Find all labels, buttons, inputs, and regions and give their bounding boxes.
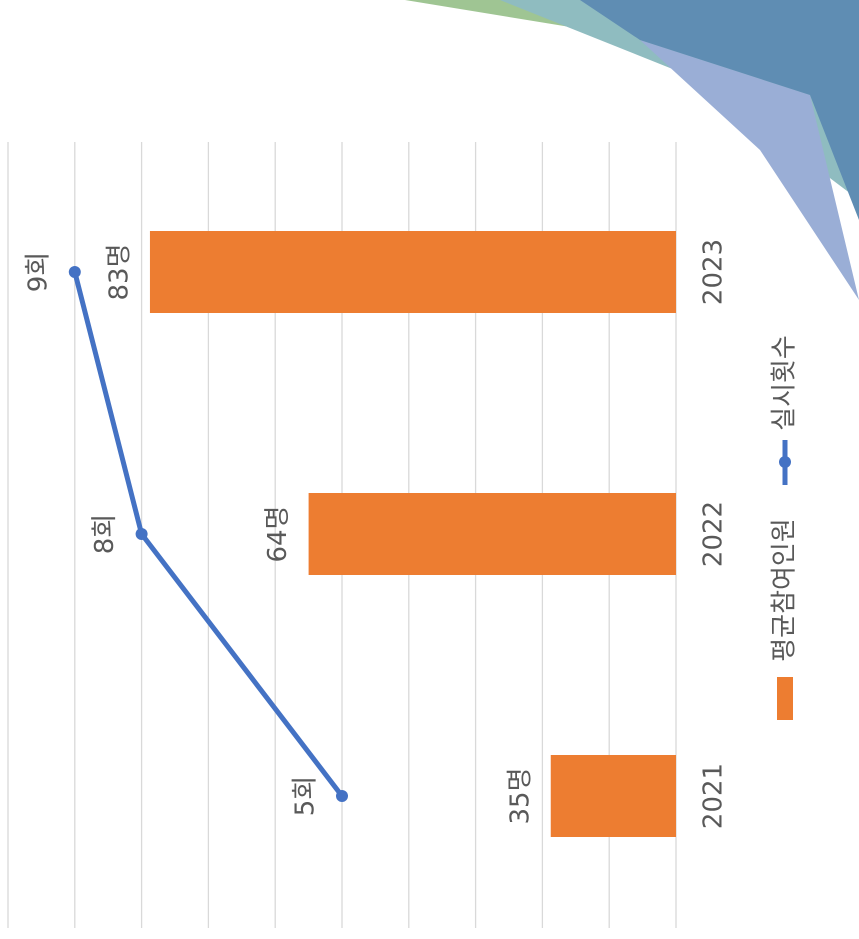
- category-label: 2022: [699, 501, 729, 567]
- line-value-label: 8회: [90, 514, 120, 554]
- bar: [308, 493, 676, 575]
- line-point: [135, 528, 148, 540]
- category-label: 2021: [699, 763, 729, 829]
- line-point: [336, 790, 348, 802]
- legend-marker: [779, 456, 791, 468]
- legend-label: 평균참여인원: [770, 518, 800, 662]
- bar-value-label: 83명: [104, 243, 134, 300]
- line-value-label: 5회: [291, 776, 321, 816]
- legend-label: 실시횟수: [770, 335, 800, 431]
- line-value-label: 9회: [23, 252, 53, 292]
- legend-swatch: [777, 677, 793, 720]
- bar-value-label: 64명: [263, 505, 293, 562]
- bar: [149, 231, 676, 313]
- category-label: 2023: [699, 239, 729, 305]
- decoration: [405, 0, 859, 300]
- bar-value-label: 35명: [505, 767, 535, 824]
- bar: [550, 755, 676, 837]
- line-point: [68, 266, 81, 278]
